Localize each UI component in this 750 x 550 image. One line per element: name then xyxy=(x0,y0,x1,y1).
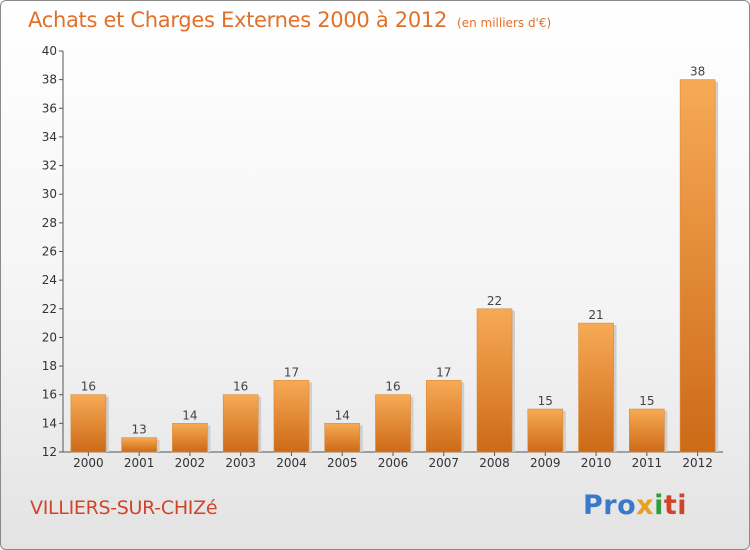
x-tick-label: 2002 xyxy=(175,456,206,470)
x-tick-label: 2007 xyxy=(428,456,459,470)
value-label: 17 xyxy=(436,365,451,379)
commune-name: VILLIERS-SUR-CHIZé xyxy=(30,497,218,519)
value-label: 21 xyxy=(588,308,603,322)
logo-part-4: ti xyxy=(663,490,688,521)
value-labels: 16 13 14 16 17 14 16 17 22 15 21 15 38 xyxy=(81,65,706,437)
y-tick-label: 36 xyxy=(42,101,57,115)
value-label: 22 xyxy=(487,294,502,308)
logo-part-1: Pro xyxy=(583,490,637,521)
y-tick-label: 18 xyxy=(42,359,57,373)
x-axis: 2000 2001 2002 2003 2004 2005 2006 2007 2008 2009… xyxy=(63,451,723,470)
y-tick-label: 34 xyxy=(42,130,57,144)
value-label: 16 xyxy=(81,380,96,394)
x-tick-label: 2008 xyxy=(479,456,510,470)
y-tick-label: 16 xyxy=(42,388,57,402)
x-tick-label: 2005 xyxy=(327,456,358,470)
y-tick-label: 12 xyxy=(42,445,57,459)
bar-2003[interactable] xyxy=(222,394,259,453)
bar-2002[interactable] xyxy=(172,423,208,453)
x-tick-label: 2011 xyxy=(632,456,663,470)
bar-2011[interactable] xyxy=(629,408,665,453)
value-label: 14 xyxy=(335,408,350,422)
value-label: 15 xyxy=(538,394,553,408)
chart-title: Achats et Charges Externes 2000 à 2012 (e… xyxy=(28,8,551,32)
bar-2008[interactable] xyxy=(476,308,513,453)
title-unit: (en milliers d'€) xyxy=(457,16,552,30)
y-tick-label: 26 xyxy=(42,245,57,259)
bar-2009[interactable] xyxy=(527,408,564,453)
bar-2000[interactable] xyxy=(70,394,107,453)
x-tick-label: 2012 xyxy=(682,456,713,470)
y-tick-label: 24 xyxy=(42,273,57,287)
bar-2010[interactable] xyxy=(578,322,614,453)
y-axis: 12 14 16 18 20 22 24 26 28 30 32 34 36 38 40 xyxy=(42,44,64,459)
x-tick-label: 2010 xyxy=(581,456,612,470)
value-label: 17 xyxy=(284,365,299,379)
value-label: 16 xyxy=(233,380,248,394)
logo-part-2: x xyxy=(636,490,655,521)
proxiti-logo[interactable]: Proxiti xyxy=(583,490,687,521)
x-tick-label: 2006 xyxy=(378,456,409,470)
bar-2006[interactable] xyxy=(375,394,411,453)
x-tick-label: 2009 xyxy=(530,456,561,470)
bar-2001[interactable] xyxy=(121,437,157,453)
x-tick-label: 2001 xyxy=(124,456,155,470)
y-tick-label: 20 xyxy=(42,330,57,344)
logo-part-3: i xyxy=(654,490,664,521)
bar-2012[interactable] xyxy=(679,79,716,453)
y-tick-label: 28 xyxy=(42,216,57,230)
value-label: 38 xyxy=(690,65,705,79)
value-label: 15 xyxy=(639,394,654,408)
y-tick-label: 40 xyxy=(42,44,57,58)
bar-2007[interactable] xyxy=(425,380,462,453)
y-tick-label: 38 xyxy=(42,73,57,87)
y-tick-label: 30 xyxy=(42,187,57,201)
y-tick-label: 32 xyxy=(42,159,57,173)
x-tick-label: 2000 xyxy=(73,456,104,470)
bars xyxy=(70,79,719,453)
y-tick-label: 14 xyxy=(42,416,57,430)
value-label: 16 xyxy=(385,380,400,394)
x-tick-label: 2003 xyxy=(225,456,256,470)
bar-2005[interactable] xyxy=(324,423,361,453)
y-tick-label: 22 xyxy=(42,302,57,316)
x-tick-label: 2004 xyxy=(276,456,307,470)
bar-2004[interactable] xyxy=(273,380,310,453)
value-label: 14 xyxy=(182,408,197,422)
title-text: Achats et Charges Externes 2000 à 2012 xyxy=(28,8,448,32)
value-label: 13 xyxy=(132,423,147,437)
